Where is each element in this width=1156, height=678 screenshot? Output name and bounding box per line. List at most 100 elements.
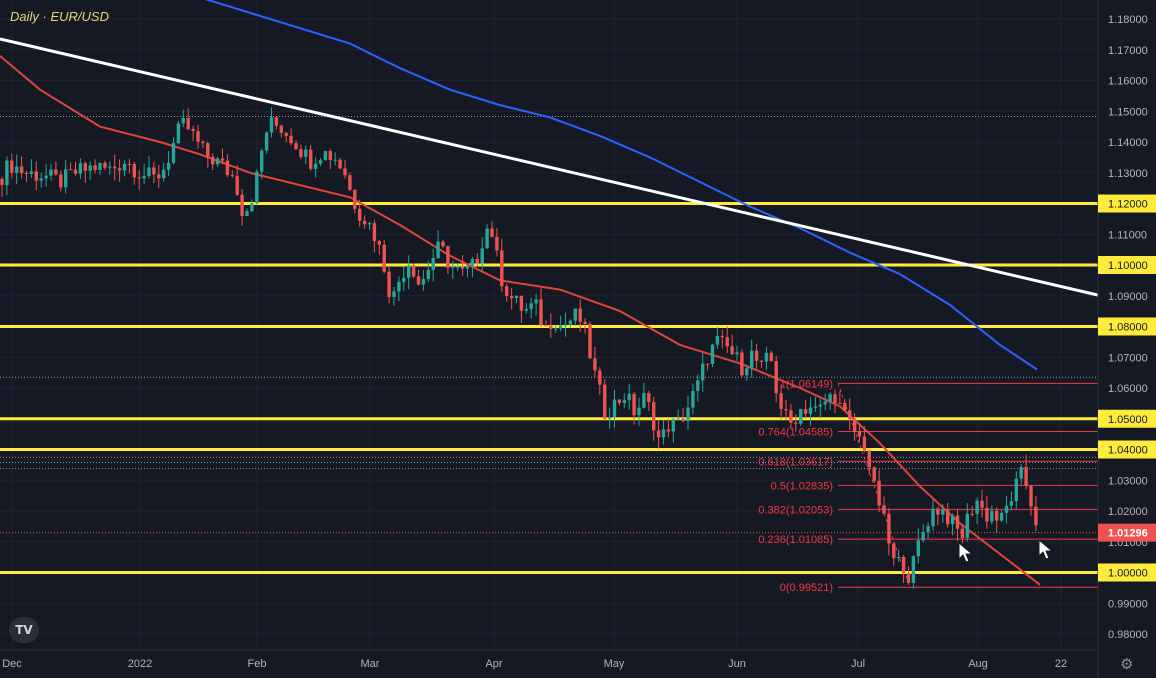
candle-body xyxy=(235,175,239,195)
fib-level-label: 0.618(1.03617) xyxy=(758,456,833,468)
candle-body xyxy=(162,169,166,179)
candle-body xyxy=(892,543,896,559)
candle-body xyxy=(1024,467,1028,487)
candle-body xyxy=(862,436,867,451)
price-tick-label: 1.17000 xyxy=(1108,45,1148,57)
last-price-label: 1.01296 xyxy=(1108,528,1148,540)
candle-body xyxy=(1014,478,1018,502)
price-tick-label: 1.16000 xyxy=(1108,76,1148,88)
price-tick-label: 1.15000 xyxy=(1108,106,1148,118)
candle-body xyxy=(456,266,460,268)
mouse-cursor-icon xyxy=(958,541,974,563)
candle-body xyxy=(857,432,862,437)
candle-body xyxy=(524,308,528,311)
candle-body xyxy=(554,328,558,330)
candle-body xyxy=(789,410,793,423)
candle-body xyxy=(960,528,965,538)
candle-body xyxy=(799,409,803,424)
candle-body xyxy=(309,149,313,169)
candle-body xyxy=(260,150,264,172)
time-tick-label: 22 xyxy=(1055,658,1067,670)
tradingview-logo[interactable]: TV xyxy=(9,617,39,643)
candle-body xyxy=(750,350,754,369)
candle-body xyxy=(318,160,323,164)
candle-body xyxy=(34,171,38,181)
candle-body xyxy=(583,321,587,324)
candle-body xyxy=(181,118,185,124)
gear-icon[interactable]: ⚙ xyxy=(1120,655,1134,673)
candle-body xyxy=(642,393,646,408)
candle-body xyxy=(127,163,132,165)
candle-body xyxy=(176,123,181,144)
level-price-tag xyxy=(1098,563,1156,582)
candle-body xyxy=(534,299,538,304)
candle-body xyxy=(367,223,372,225)
candle-body xyxy=(867,450,871,468)
ma-slow-line xyxy=(204,0,1038,371)
candle-body xyxy=(573,308,577,321)
candle-body xyxy=(676,418,680,420)
candle-body xyxy=(64,169,68,188)
level-price-label: 1.10000 xyxy=(1108,260,1148,272)
candle-body xyxy=(426,270,430,279)
candle-body xyxy=(1034,506,1038,526)
candle-body xyxy=(990,510,994,522)
candle-body xyxy=(701,363,705,381)
time-axis: Dec 2022 Feb Mar Apr May Jun Jul Aug 22 xyxy=(2,658,1067,670)
fibonacci-retracement: 1(1.06149) 0.764(1.04585) 0.618(1.03617) 0.… xyxy=(758,378,1098,594)
candle-body xyxy=(794,422,798,424)
candle-body xyxy=(230,175,234,177)
candle-body xyxy=(539,299,543,326)
candle-body xyxy=(509,295,514,299)
candle-body xyxy=(911,556,916,583)
candle-body xyxy=(451,266,455,268)
candle-body xyxy=(882,505,886,514)
candle-body xyxy=(705,363,710,365)
candle-body xyxy=(88,165,92,171)
fib-level-label: 0.5(1.02835) xyxy=(771,480,833,492)
price-tick-label: 1.14000 xyxy=(1108,137,1148,149)
candle-body xyxy=(745,368,749,376)
candle-body xyxy=(1004,505,1009,513)
candle-body xyxy=(627,393,631,401)
moving-averages xyxy=(0,0,1099,586)
candle-body xyxy=(264,132,269,151)
candle-body xyxy=(955,515,960,529)
candle-body xyxy=(529,303,533,309)
candle-body xyxy=(901,557,906,574)
level-price-label: 1.00000 xyxy=(1108,568,1148,580)
price-tick-label: 1.02000 xyxy=(1108,506,1148,518)
candle-body xyxy=(715,335,720,345)
candle-body xyxy=(848,410,852,419)
candle-body xyxy=(15,166,19,173)
candle-body xyxy=(999,512,1004,521)
level-price-label: 1.08000 xyxy=(1108,322,1148,334)
candle-body xyxy=(245,211,249,217)
candle-body xyxy=(166,162,171,170)
candle-body xyxy=(10,160,14,173)
candle-body xyxy=(338,159,342,169)
chart-title: Daily · EUR/USD xyxy=(10,9,109,24)
candle-body xyxy=(465,265,470,269)
candle-body xyxy=(215,158,220,165)
candle-body xyxy=(754,350,759,361)
time-tick-label: Feb xyxy=(248,658,267,670)
candle-body xyxy=(950,515,955,525)
candle-body xyxy=(549,325,553,330)
candle-body xyxy=(877,480,881,506)
candle-body xyxy=(269,117,274,133)
candle-body xyxy=(568,320,573,325)
price-tick-label: 1.06000 xyxy=(1108,383,1148,395)
candle-body xyxy=(206,143,210,157)
candle-body xyxy=(113,166,117,169)
fib-level-label: 0.764(1.04585) xyxy=(758,427,833,439)
candle-body xyxy=(652,402,656,431)
candle-body xyxy=(490,228,494,237)
candle-body xyxy=(803,409,808,414)
candle-body xyxy=(838,402,842,404)
candle-body xyxy=(1019,467,1023,479)
candle-body xyxy=(29,171,34,174)
fib-level-label: 0(0.99521) xyxy=(780,582,833,594)
candle-body xyxy=(328,151,332,160)
